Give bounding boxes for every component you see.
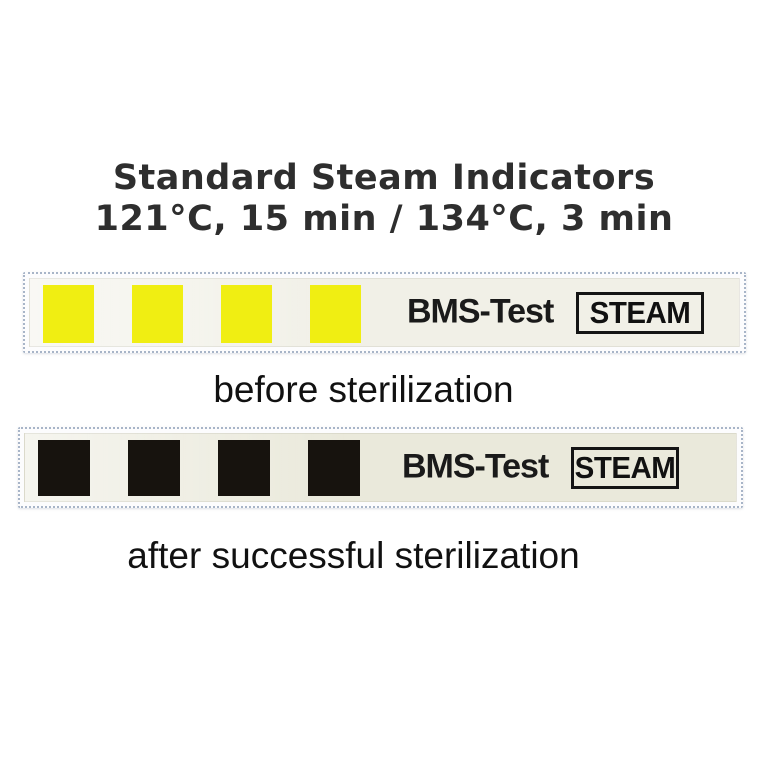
indicator-square — [218, 440, 270, 496]
steam-badge-label: STEAM — [574, 449, 676, 485]
steam-badge: STEAM — [571, 446, 679, 489]
indicator-square — [308, 440, 360, 496]
title-line-2: 121°C, 15 min / 134°C, 3 min — [94, 199, 674, 239]
indicator-squares-after — [38, 440, 360, 496]
steam-badge-label: STEAM — [589, 294, 691, 330]
caption-before: before sterilization — [213, 369, 514, 410]
title-line-1: Standard Steam Indicators — [112, 158, 656, 198]
brand-label: BMS-Test — [402, 446, 549, 485]
steam-badge: STEAM — [576, 291, 704, 334]
indicator-square — [38, 440, 90, 496]
brand-label: BMS-Test — [407, 291, 554, 330]
indicator-square — [128, 440, 180, 496]
indicator-squares-before — [43, 285, 361, 343]
indicator-strip-before: BMS-Test STEAM — [23, 272, 746, 353]
indicator-square — [43, 285, 94, 343]
indicator-square — [221, 285, 272, 343]
indicator-strip-after: BMS-Test STEAM — [18, 427, 743, 508]
indicator-strip-after-label-area: BMS-Test STEAM — [24, 433, 737, 502]
indicator-strip-before-label-area: BMS-Test STEAM — [29, 278, 740, 347]
caption-after: after successful sterilization — [127, 535, 580, 576]
page-title: Standard Steam Indicators 121°C, 15 min … — [0, 158, 768, 240]
indicator-square — [310, 285, 361, 343]
indicator-square — [132, 285, 183, 343]
